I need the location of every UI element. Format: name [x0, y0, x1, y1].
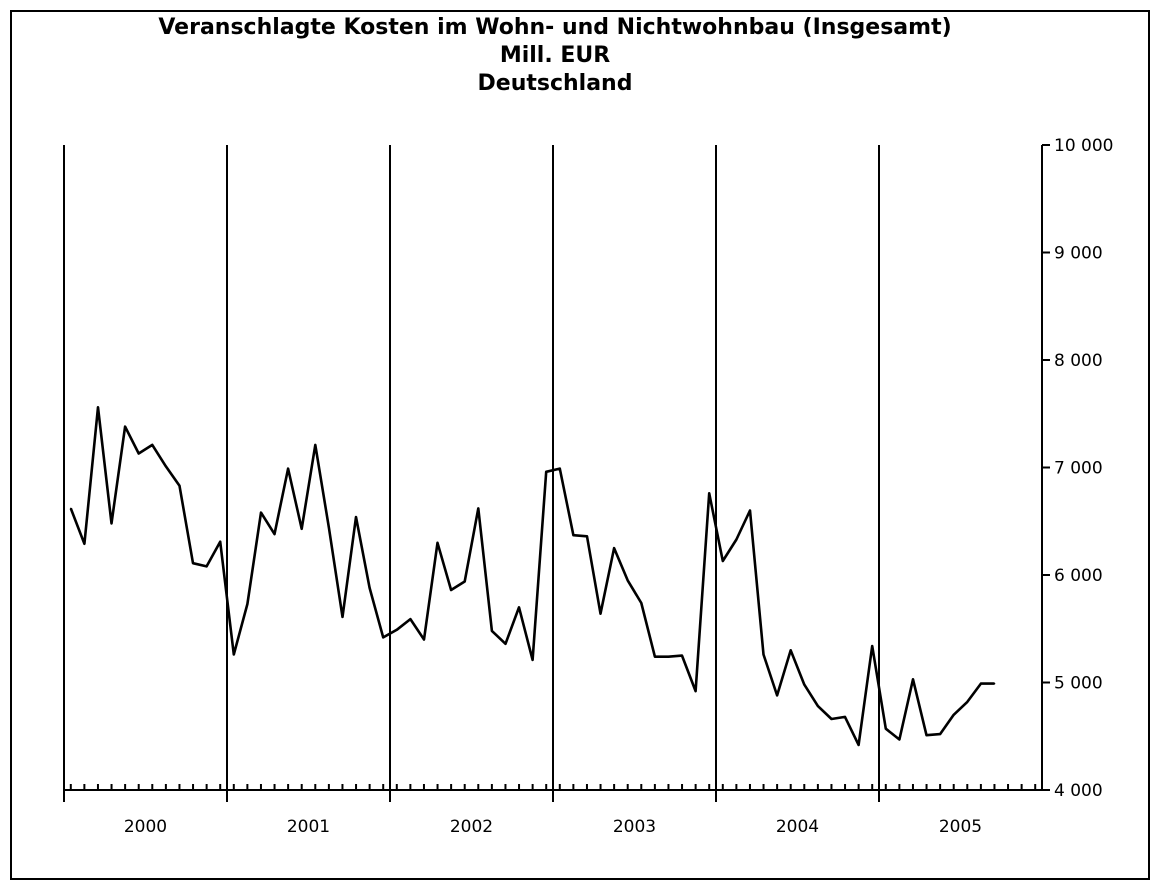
- data-point: [925, 734, 928, 736]
- data-point: [205, 565, 208, 568]
- data-point: [450, 589, 452, 591]
- data-point: [246, 603, 249, 605]
- data-point: [70, 507, 72, 510]
- x-tick-label: 2000: [124, 817, 167, 837]
- data-point: [640, 602, 643, 604]
- y-tick-label: 4 000: [1054, 781, 1103, 801]
- data-point: [423, 638, 425, 641]
- data-point: [789, 649, 792, 652]
- x-tick-label: 2002: [450, 817, 493, 837]
- y-tick-label: 7 000: [1054, 459, 1103, 479]
- data-point: [912, 678, 914, 681]
- data-point: [409, 618, 412, 620]
- data-point: [287, 467, 289, 470]
- data-point: [396, 629, 398, 631]
- data-point: [708, 492, 710, 495]
- data-point: [722, 560, 724, 562]
- data-point: [667, 655, 670, 658]
- data-point: [124, 425, 126, 428]
- y-tick-label: 8 000: [1054, 351, 1103, 371]
- data-point: [355, 516, 357, 518]
- data-point: [654, 655, 656, 658]
- data-point: [830, 718, 833, 720]
- data-point: [273, 533, 276, 535]
- data-point: [966, 701, 969, 703]
- data-point: [436, 542, 439, 544]
- chart-titles: Veranschlagte Kosten im Wohn- und Nichtw…: [0, 14, 1110, 98]
- data-point: [817, 705, 819, 707]
- data-point: [83, 543, 86, 545]
- data-point: [599, 612, 602, 615]
- data-point: [300, 528, 303, 530]
- data-point: [110, 522, 113, 525]
- data-point: [749, 509, 751, 512]
- chart-subtitle-region: Deutschland: [477, 71, 633, 96]
- data-point: [504, 643, 507, 645]
- y-tick-label: 9 000: [1054, 244, 1103, 264]
- x-tick-label: 2001: [287, 817, 330, 837]
- data-point: [776, 694, 778, 697]
- data-point: [694, 690, 697, 692]
- data-point: [559, 467, 561, 470]
- data-point: [137, 452, 140, 455]
- data-point: [626, 579, 629, 582]
- chart-subtitle-unit: Mill. EUR: [499, 43, 611, 68]
- series-line: [69, 405, 995, 747]
- data-point: [219, 540, 221, 543]
- data-point: [192, 562, 194, 564]
- data-point: [545, 471, 547, 473]
- data-point: [328, 526, 330, 529]
- x-tick-label: 2004: [776, 817, 819, 837]
- data-point: [762, 653, 765, 656]
- data-point: [871, 645, 873, 647]
- data-point: [613, 547, 615, 549]
- data-point: [803, 683, 806, 686]
- data-point: [314, 444, 317, 446]
- data-point: [572, 534, 575, 536]
- data-point: [980, 682, 982, 685]
- y-tick-label: 10 000: [1054, 136, 1113, 156]
- data-point: [586, 535, 588, 538]
- y-tick-label: 5 000: [1054, 674, 1103, 694]
- data-point: [993, 682, 996, 685]
- data-point: [368, 587, 371, 589]
- data-point: [844, 716, 846, 718]
- data-point: [952, 714, 955, 716]
- data-point: [885, 727, 887, 730]
- data-point: [165, 465, 167, 468]
- data-point: [735, 538, 738, 541]
- data-point: [531, 659, 534, 661]
- data-point: [382, 636, 385, 639]
- data-point: [260, 511, 262, 514]
- data-point: [463, 580, 466, 583]
- data-point: [151, 444, 154, 446]
- data-point: [233, 653, 235, 656]
- data-point: [898, 738, 901, 741]
- chart-frame: [10, 10, 1150, 880]
- x-tick-label: 2003: [613, 817, 656, 837]
- chart-title: Veranschlagte Kosten im Wohn- und Nichtw…: [158, 15, 952, 40]
- data-point: [178, 485, 181, 487]
- data-point: [681, 654, 683, 657]
- data-point: [939, 733, 941, 735]
- x-tick-label: 2005: [939, 817, 982, 837]
- data-point: [491, 630, 493, 632]
- data-point: [341, 616, 344, 618]
- y-tick-label: 6 000: [1054, 566, 1103, 586]
- data-point: [477, 507, 480, 510]
- data-point: [857, 744, 860, 746]
- data-point: [97, 406, 99, 409]
- data-point: [518, 606, 520, 609]
